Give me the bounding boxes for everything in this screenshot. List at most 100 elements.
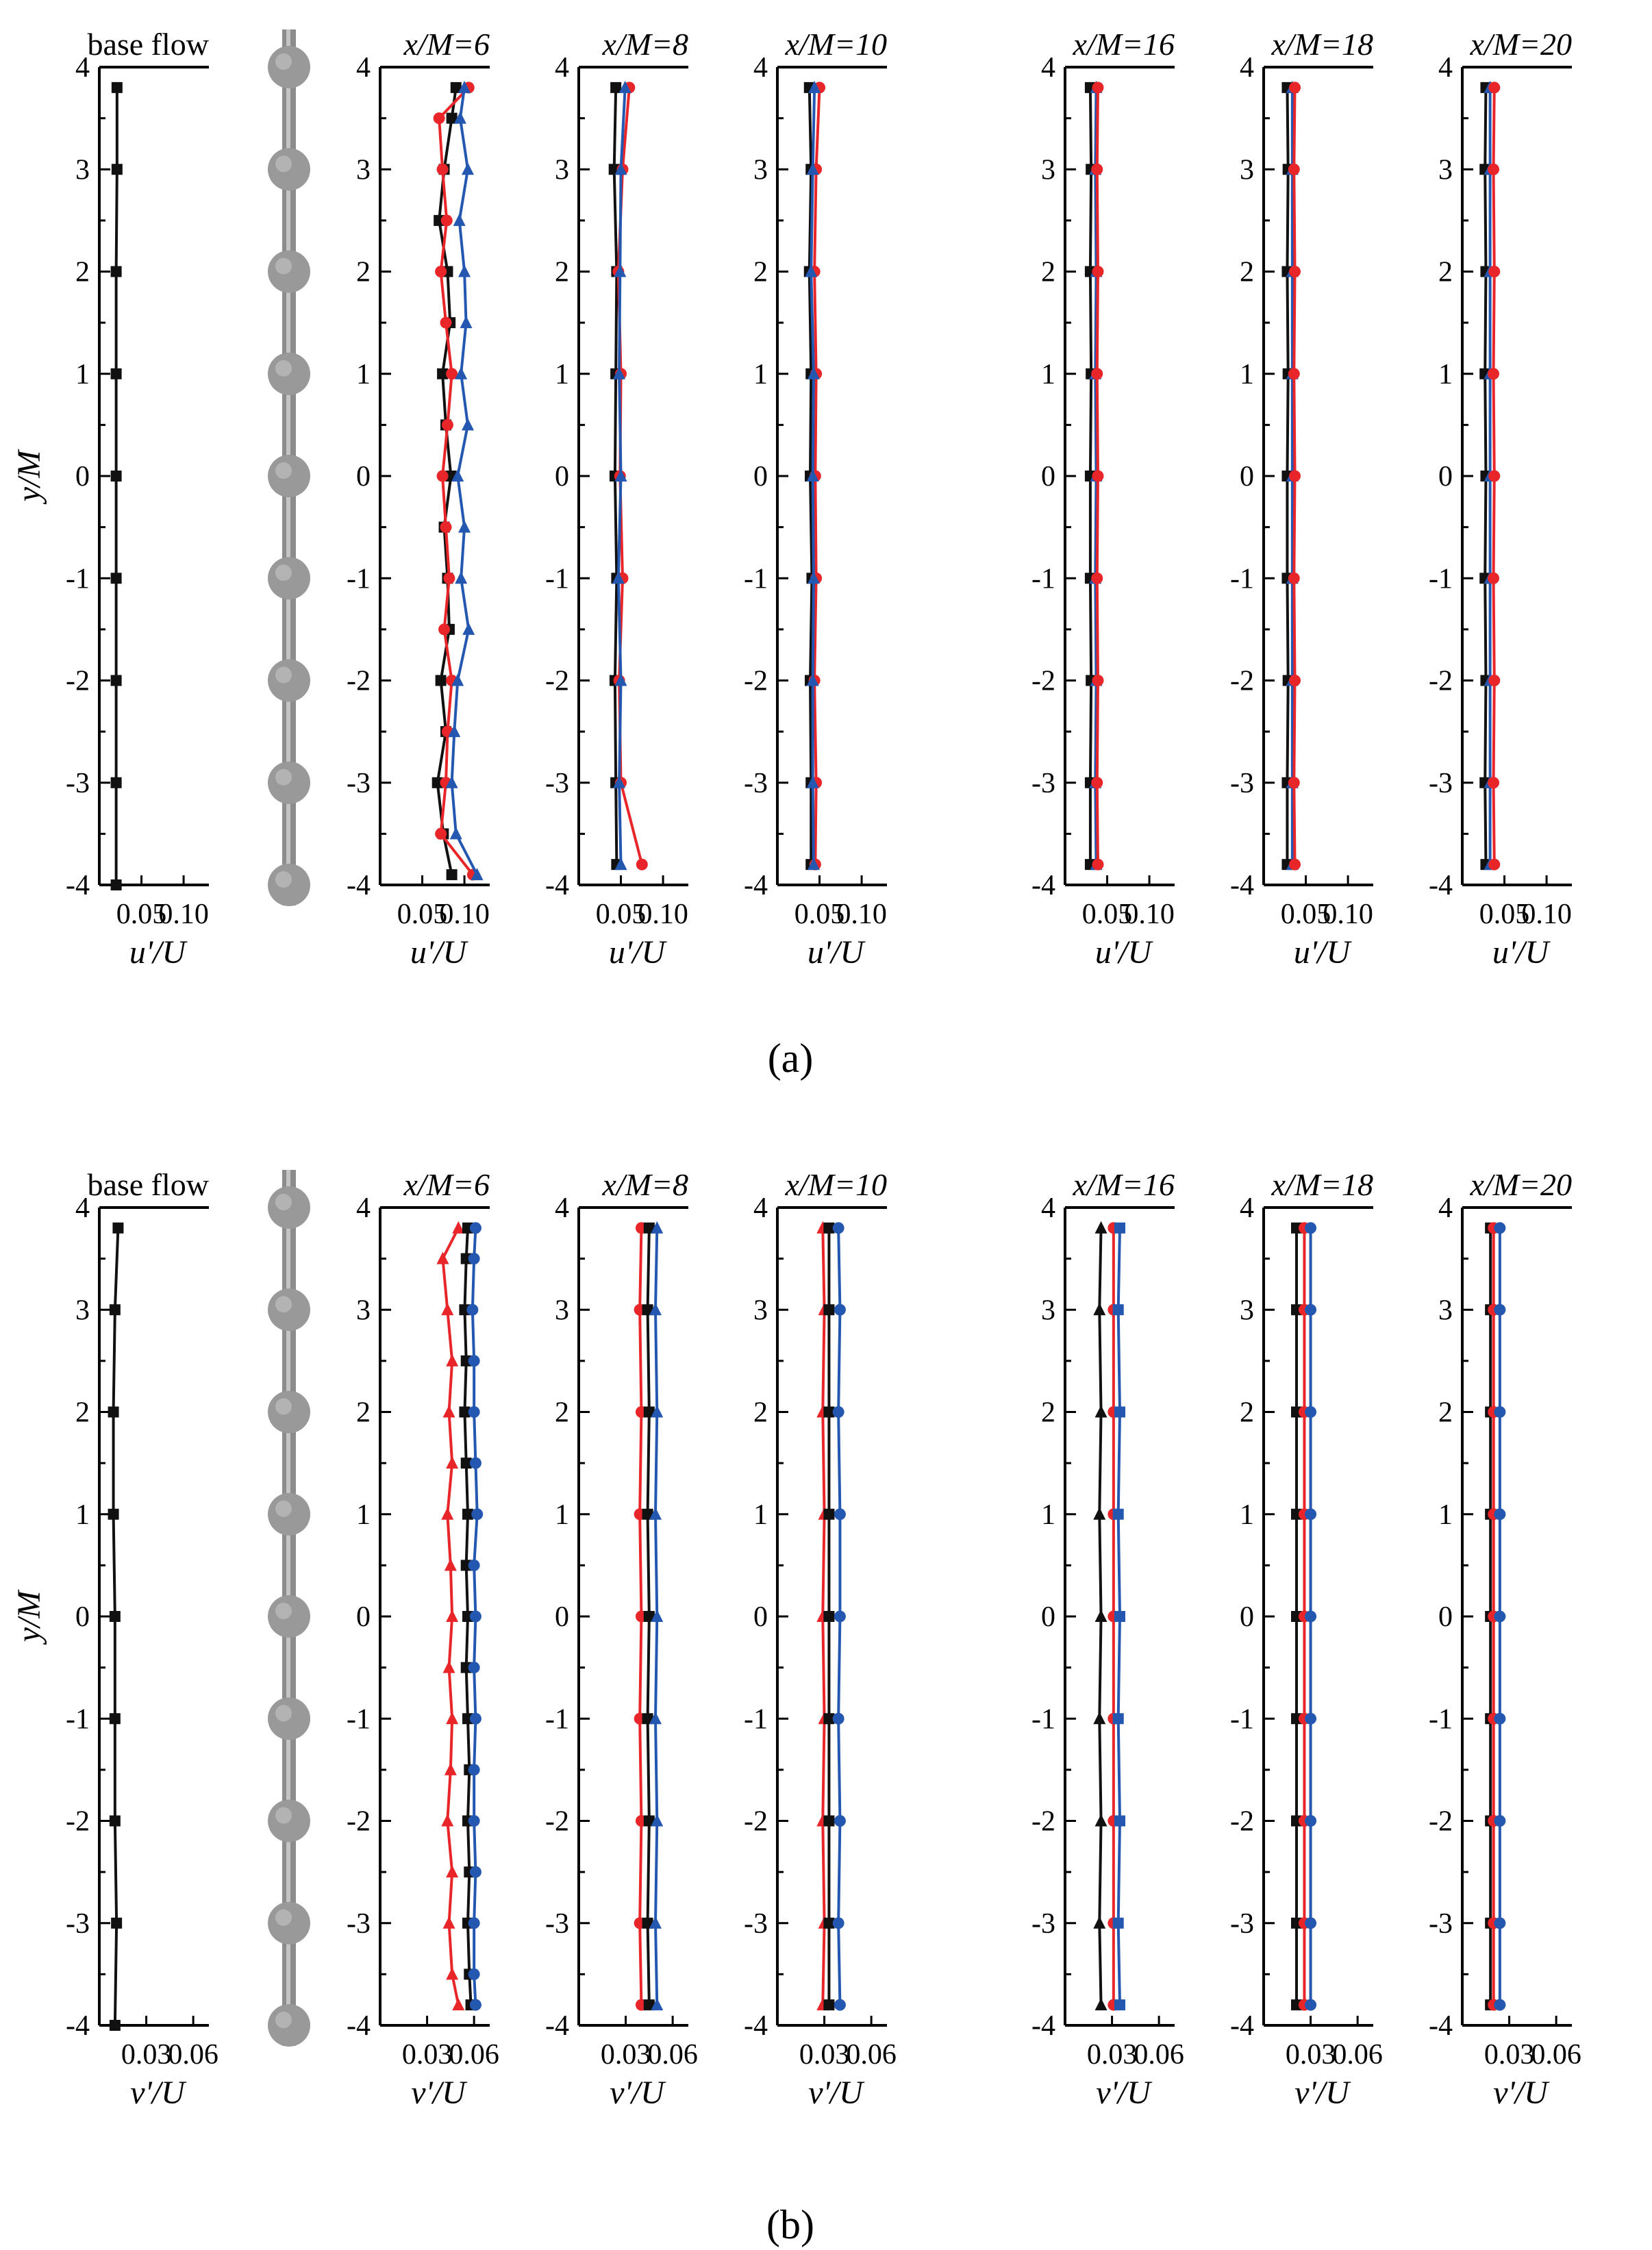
data-point-circle bbox=[1305, 1406, 1317, 1418]
data-point-circle bbox=[471, 1508, 484, 1521]
x-tick-label: 0.03 bbox=[121, 2039, 172, 2071]
data-point-square bbox=[610, 82, 622, 93]
y-tick-label: -3 bbox=[545, 1908, 569, 1940]
x-tick-label: 0.10 bbox=[158, 899, 209, 930]
data-point-square bbox=[1114, 1611, 1125, 1622]
data-point-circle bbox=[433, 112, 445, 125]
data-point-circle bbox=[1488, 572, 1500, 584]
rod-sphere-shine bbox=[275, 1398, 292, 1415]
y-tick-label: -4 bbox=[1031, 870, 1055, 901]
data-point-triangle bbox=[442, 1916, 455, 1929]
data-point-triangle bbox=[458, 80, 471, 93]
x-tick-label: 0.06 bbox=[449, 2039, 499, 2071]
x-axis-label: u'/U bbox=[1492, 934, 1551, 971]
data-point-square bbox=[112, 1222, 124, 1234]
data-point-square bbox=[462, 1508, 473, 1520]
data-point-triangle bbox=[807, 571, 820, 584]
data-point-triangle bbox=[1094, 1405, 1107, 1418]
y-tick-label: -2 bbox=[347, 666, 371, 697]
y-tick-label: -2 bbox=[545, 1806, 569, 1838]
y-tick-label: 2 bbox=[75, 257, 90, 288]
data-point-circle bbox=[1305, 1815, 1317, 1827]
y-tick-label: -2 bbox=[744, 1806, 768, 1838]
data-point-circle bbox=[1289, 266, 1301, 277]
rod-sphere-shine bbox=[275, 871, 292, 888]
data-point-square bbox=[108, 1406, 119, 1418]
data-point-square bbox=[110, 879, 122, 890]
x-axis-label: u'/U bbox=[129, 934, 188, 971]
x-tick-label: 0.05 bbox=[794, 899, 845, 930]
series-blue-triangle bbox=[649, 1221, 664, 2011]
chart-title: x/M=8 bbox=[601, 1167, 688, 1202]
rod-sphere-shine bbox=[275, 155, 292, 173]
y-tick-label: 2 bbox=[356, 257, 371, 288]
data-point-square bbox=[643, 1222, 655, 1234]
data-point-square bbox=[108, 1508, 119, 1520]
data-point-circle bbox=[440, 521, 452, 534]
data-point-square bbox=[431, 777, 443, 788]
data-point-square bbox=[1112, 1713, 1124, 1725]
data-point-circle bbox=[1289, 470, 1301, 482]
y-tick-label: -2 bbox=[66, 1806, 90, 1838]
data-point-triangle bbox=[614, 162, 627, 175]
data-point-circle bbox=[1305, 1917, 1317, 1929]
y-tick-label: 2 bbox=[1041, 1397, 1055, 1429]
chart-title: x/M=16 bbox=[1072, 27, 1175, 62]
data-point-circle bbox=[1488, 470, 1501, 482]
y-tick-label: 3 bbox=[75, 154, 90, 186]
y-tick-label: -4 bbox=[66, 870, 90, 901]
y-tick-label: 3 bbox=[356, 1295, 371, 1326]
data-point-triangle bbox=[614, 469, 627, 482]
x-tick-label: 0.05 bbox=[397, 899, 448, 930]
x-tick-label: 0.03 bbox=[1286, 2039, 1336, 2071]
data-point-triangle bbox=[460, 316, 473, 329]
y-tick-label: -3 bbox=[1429, 1908, 1453, 1940]
chart-title: x/M=6 bbox=[403, 1167, 490, 1202]
series-blue-triangle bbox=[612, 80, 631, 871]
x-tick-label: 0.10 bbox=[1521, 899, 1572, 930]
data-point-square bbox=[460, 1458, 472, 1469]
y-tick-label: 2 bbox=[1240, 1397, 1254, 1429]
data-point-square bbox=[109, 1304, 121, 1316]
x-tick-label: 0.03 bbox=[1087, 2039, 1138, 2071]
data-point-square bbox=[111, 164, 123, 175]
chart-a-3: -4 -3 -2 -1 0 1 2 3 4 0.050.10 u'/U x/M=8 bbox=[545, 27, 688, 971]
y-tick-label: 0 bbox=[1041, 461, 1055, 492]
data-point-triangle bbox=[808, 80, 821, 93]
y-tick-label: 1 bbox=[75, 359, 90, 390]
y-tick-label: 2 bbox=[1240, 257, 1254, 288]
y-tick-label: 1 bbox=[1041, 359, 1055, 390]
data-point-square bbox=[109, 1611, 121, 1622]
y-tick-label: 2 bbox=[356, 1397, 371, 1429]
chart-title: x/M=8 bbox=[601, 27, 688, 62]
data-point-square bbox=[435, 675, 447, 686]
x-tick-label: 0.05 bbox=[116, 899, 167, 930]
rod-sphere-shine bbox=[275, 360, 292, 377]
series-red-triangle bbox=[436, 1221, 465, 2011]
x-axis-label: u'/U bbox=[410, 934, 469, 971]
data-point-square bbox=[823, 1917, 835, 1929]
chart-b-5: -4 -3 -2 -1 0 1 2 3 4 0.030.06 v'/U x/M=16 bbox=[1031, 1167, 1184, 2111]
y-tick-label: -1 bbox=[66, 563, 90, 595]
y-tick-label: 3 bbox=[753, 154, 768, 186]
data-point-circle bbox=[440, 316, 452, 329]
data-point-triangle bbox=[441, 1303, 454, 1316]
data-point-square bbox=[823, 1508, 835, 1520]
rod-sphere-shine bbox=[275, 1705, 292, 1722]
data-point-circle bbox=[1494, 1917, 1506, 1929]
data-point-square bbox=[642, 1917, 653, 1929]
data-point-triangle bbox=[805, 264, 818, 277]
data-point-circle bbox=[1488, 82, 1501, 94]
y-tick-label: -3 bbox=[744, 768, 768, 799]
y-tick-label: -1 bbox=[66, 1703, 90, 1735]
data-point-triangle bbox=[651, 1405, 664, 1418]
data-point-circle bbox=[436, 470, 449, 482]
data-point-square bbox=[459, 1406, 471, 1418]
data-point-circle bbox=[1494, 1610, 1506, 1623]
x-tick-label: 0.05 bbox=[1082, 899, 1133, 930]
data-point-triangle bbox=[452, 1221, 465, 1234]
x-tick-label: 0.06 bbox=[647, 2039, 698, 2071]
y-tick-label: 1 bbox=[75, 1499, 90, 1531]
y-tick-label: -2 bbox=[1031, 1806, 1055, 1838]
y-tick-label: 0 bbox=[753, 461, 768, 492]
